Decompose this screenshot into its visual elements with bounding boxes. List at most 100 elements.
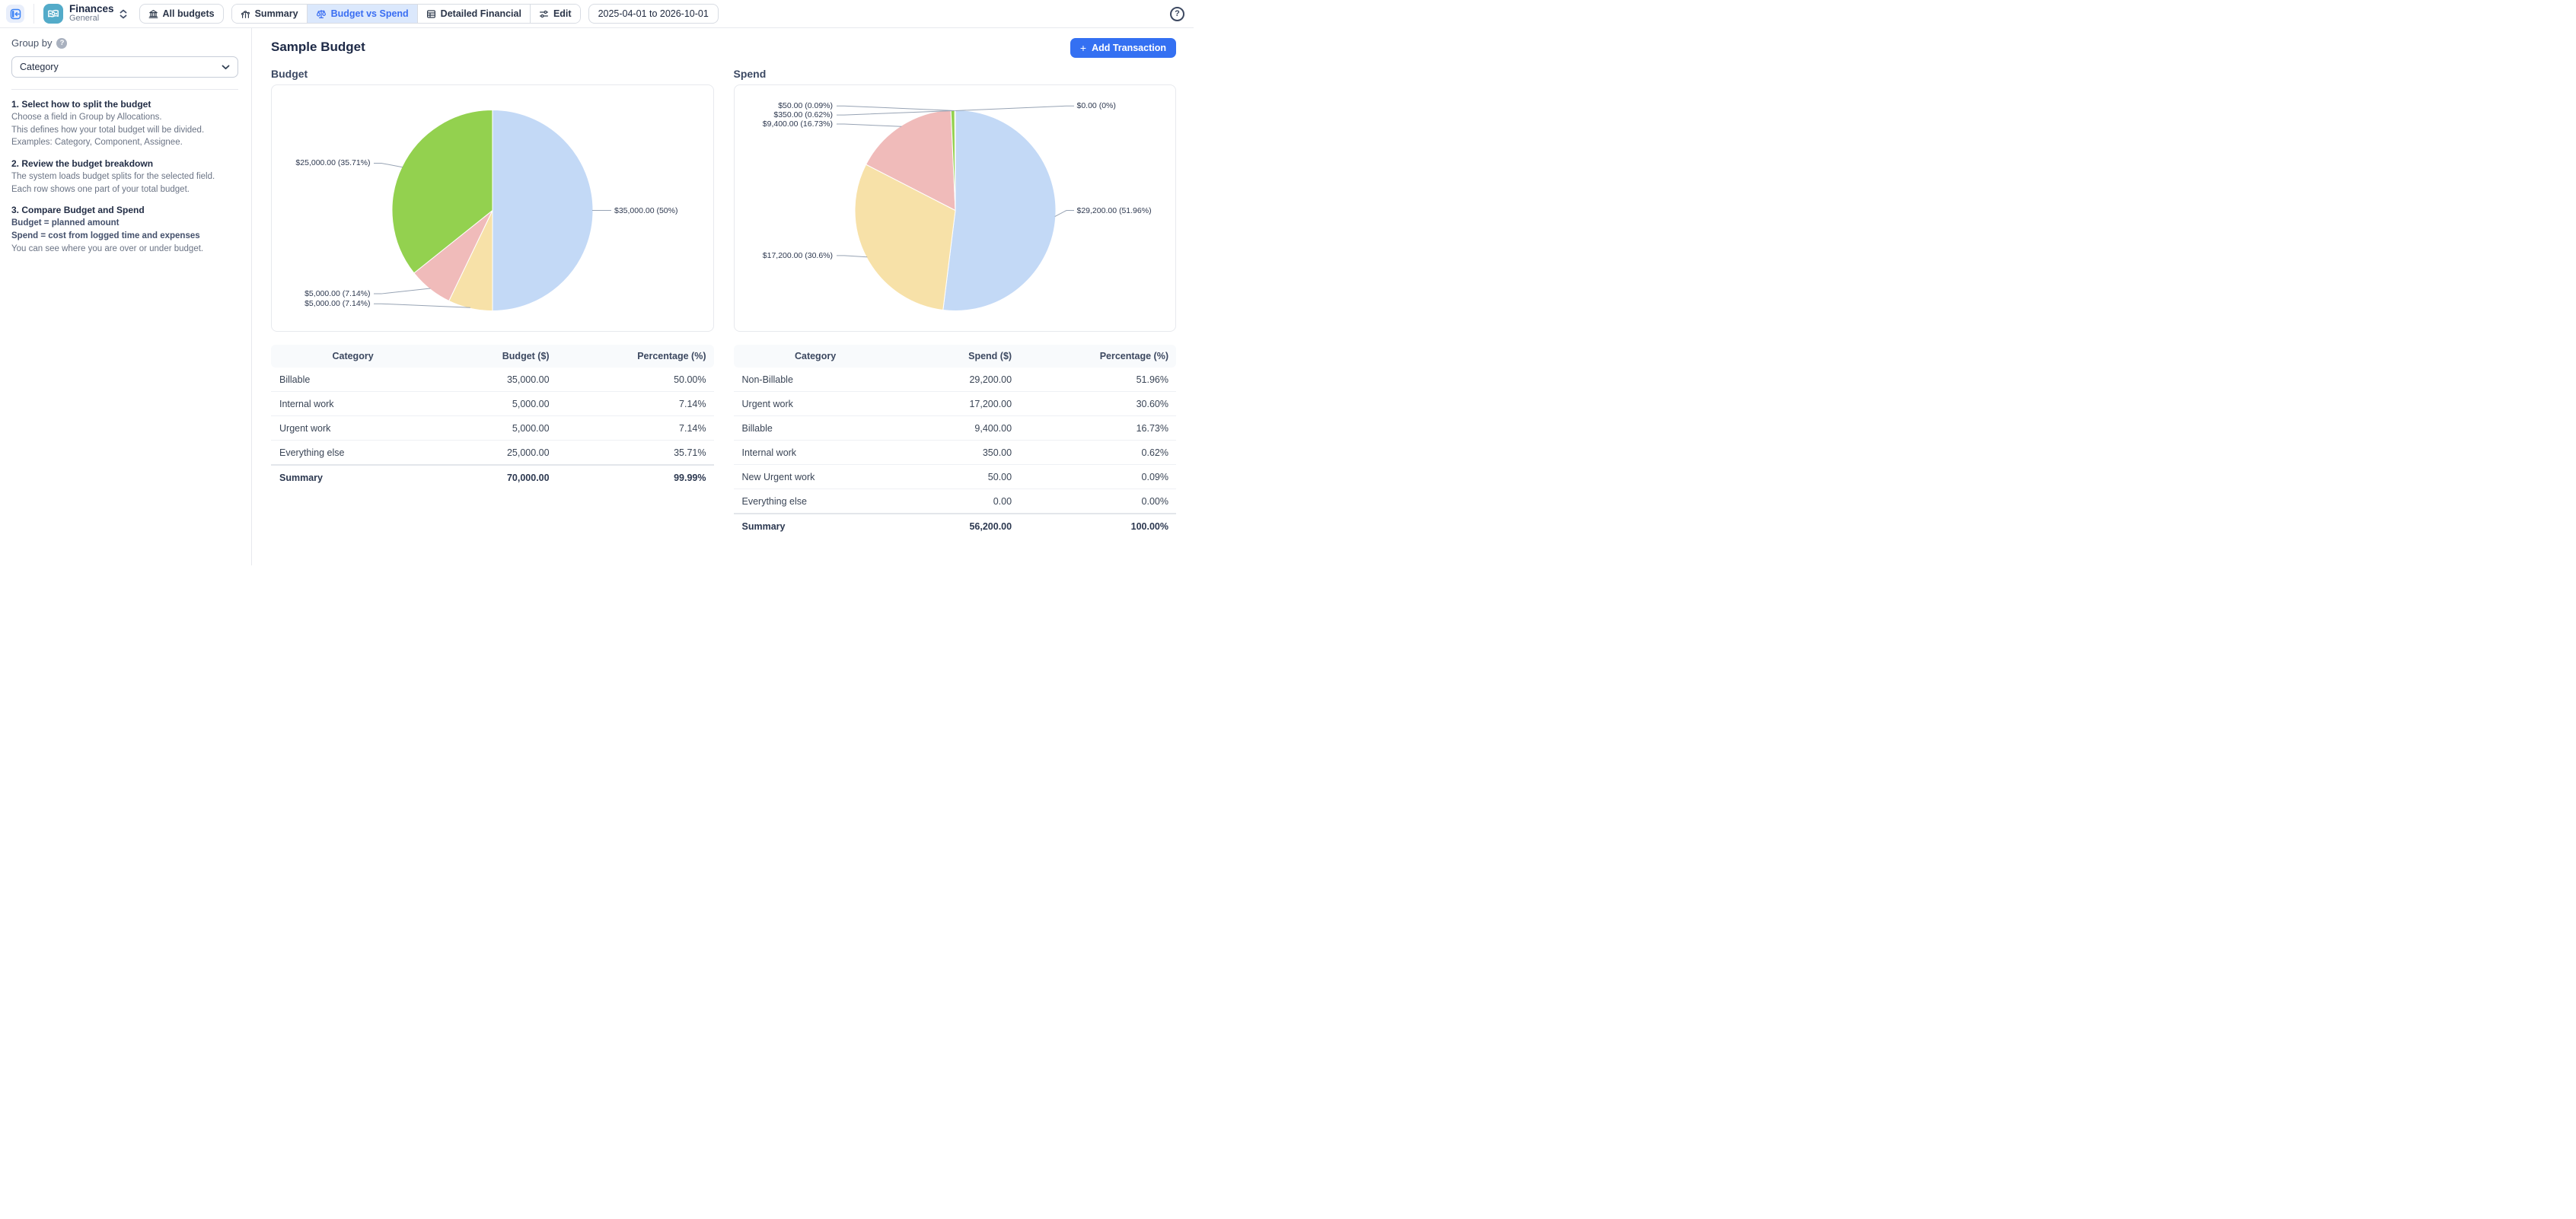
pie-label-leader-line [1054,210,1074,218]
table-row: New Urgent work 50.00 0.09% [733,464,1176,489]
cell-amount: 50.00 [897,464,1031,489]
pie-slice-label: $0.00 (0%) [1076,101,1116,111]
cell-percentage: 50.00% [674,374,706,385]
tab-detailed-financial[interactable]: Detailed Financial [416,5,530,23]
pie-slice[interactable] [942,109,1056,311]
cell-percentage: 7.14% [567,415,714,441]
spend-table: Category Spend ($) Percentage (%) Non-Bi… [733,345,1177,538]
pie-slice-label: $9,400.00 (16.73%) [762,119,833,129]
cell-category: Non-Billable [741,374,793,385]
table-row: Urgent work 5,000.00 7.14% [271,415,714,441]
budget-section-title: Budget [271,68,308,80]
chevron-up-down-icon[interactable] [120,9,127,19]
cell-amount: 35,000.00 [506,374,550,385]
pie-label-leader-line [374,162,403,168]
group-by-select[interactable]: Category [11,56,238,78]
tab-budget-vs-spend[interactable]: Budget vs Spend [306,5,417,23]
pie-slice-label: $350.00 (0.62%) [773,110,833,120]
table-row: Billable 9,400.00 16.73% [733,415,1176,441]
bank-icon [148,9,158,19]
budget-pie-card: $35,000.00 (50%) $5,000.00 (7.14%) $5,000.… [271,84,714,332]
app-title-block[interactable]: Finances General [69,3,114,24]
cell-amount: 9,400.00 [897,415,1031,441]
pie-label-leader-line [374,303,470,308]
sliders-icon [539,9,549,19]
column-header: Budget ($) [435,345,568,368]
table-header-row: Category Budget ($) Percentage (%) [271,345,714,368]
cell-category: Internal work [271,391,435,416]
table-row: Everything else 0.00 0.00% [733,489,1176,514]
budget-pie-svg [374,109,611,312]
pie-slice-label: $50.00 (0.09%) [778,101,833,111]
pie-slice-label: $25,000.00 (35.71%) [295,158,371,168]
table-row: Non-Billable 29,200.00 51.96% [734,368,1177,392]
cell-percentage: 35.71% [567,440,714,465]
cell-percentage: 16.73% [1030,415,1176,441]
add-transaction-button[interactable]: + Add Transaction [1070,38,1176,58]
cell-category: Internal work [733,440,897,465]
tab-label: Summary [254,8,298,19]
tab-label: Detailed Financial [440,8,521,19]
step-line: Each row shows one part of your total bu… [11,184,190,194]
tab-label: Edit [553,8,572,19]
spend-section-title: Spend [733,68,767,80]
cell-percentage: 30.60% [1030,391,1176,416]
top-bar: Finances General All budgets [0,0,1194,28]
step-title: 3. Compare Budget and Spend [11,205,145,216]
pie-slice[interactable] [492,109,594,312]
step-line: The system loads budget splits for the s… [11,172,215,182]
tab-edit[interactable]: Edit [529,5,580,23]
plus-icon: + [1079,42,1087,54]
cell-category: Billable [733,415,897,441]
tab-all-budgets[interactable]: All budgets [139,4,224,24]
cell-summary-amount: 70,000.00 [435,464,568,489]
spend-pie-card: $29,200.00 (51.96%) $17,200.00 (30.6%) $9,… [733,84,1176,332]
step-line: Budget = planned amount [11,218,120,228]
budget-table: Category Budget ($) Percentage (%) Billa… [271,345,714,489]
budget-section: Budget $35,000.00 (50%) $5,000.00 (7.14%)… [271,68,714,538]
table-row: Billable 35,000.00 50.00% [271,368,714,392]
column-header: Percentage (%) [567,345,714,368]
table-row: Internal work 5,000.00 7.14% [271,391,714,416]
cell-category: Everything else [733,489,897,514]
view-tabs-group: Summary Budget vs Spend [231,4,581,24]
instructions: 1. Select how to split the budget Choose… [11,99,238,255]
scales-icon [316,9,327,19]
date-range-button[interactable]: 2025-04-01 to 2026-10-01 [588,4,719,24]
page-title: Sample Budget [271,40,365,54]
step-line: Choose a field in Group by Allocations. [11,113,162,122]
cell-percentage: 0.00% [1030,489,1176,514]
main-content: Sample Budget + Add Transaction Budget $… [252,28,1194,565]
tab-summary[interactable]: Summary [231,5,307,23]
table-header-row: Category Spend ($) Percentage (%) [733,345,1176,368]
app-title: Finances [69,3,114,15]
column-header: Spend ($) [897,345,1031,368]
pie-label-leader-line [836,123,901,127]
column-header: Category [733,345,897,368]
group-by-value: Category [20,62,59,72]
pie-label-leader-line [836,105,955,112]
pie-slice-label: $35,000.00 (50%) [614,205,678,215]
step-title: 1. Select how to split the budget [11,99,151,110]
cell-amount: 5,000.00 [435,391,568,416]
topbar-divider [33,4,34,24]
collapse-sidebar-button[interactable] [6,5,24,23]
pie-label-leader-line [374,288,431,294]
cell-amount: 350.00 [897,440,1031,465]
pie-label-leader-line [836,255,867,258]
help-icon[interactable]: ? [1170,6,1184,21]
cell-summary-label: Summary [271,464,435,489]
cell-category: Urgent work [271,415,435,441]
step-line: Spend = cost from logged time and expens… [11,231,200,241]
spend-section: Spend $29,200.00 (51.96%) $17,200.00 (30.… [733,68,1177,538]
table-icon [426,9,436,19]
table-summary-row: Summary 56,200.00 100.00% [733,513,1176,538]
tab-label: Budget vs Spend [330,8,409,19]
sidebar: Group by ? Category 1. Select how to spl… [0,28,252,565]
table-row: Urgent work 17,200.00 30.60% [733,391,1176,416]
cell-percentage: 0.09% [1030,464,1176,489]
spend-pie-svg [836,105,1074,311]
cell-summary-percentage: 99.99% [567,464,714,489]
group-by-help-icon[interactable]: ? [56,37,68,49]
add-transaction-label: Add Transaction [1092,43,1166,53]
